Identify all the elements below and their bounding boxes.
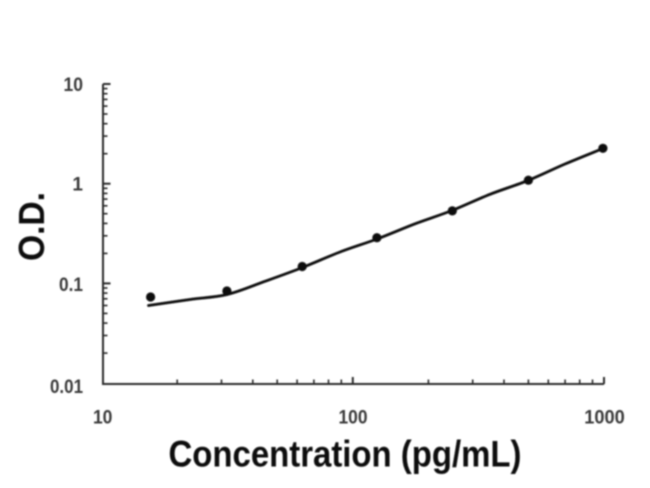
svg-text:Concentration (pg/mL): Concentration (pg/mL) xyxy=(169,434,522,475)
svg-text:0.1: 0.1 xyxy=(59,275,83,296)
svg-text:100: 100 xyxy=(339,407,368,428)
svg-text:O.D.: O.D. xyxy=(11,192,52,261)
svg-text:0.01: 0.01 xyxy=(50,377,83,398)
svg-text:1000: 1000 xyxy=(584,407,625,428)
svg-text:10: 10 xyxy=(93,407,113,428)
svg-text:10: 10 xyxy=(64,75,84,96)
svg-text:1: 1 xyxy=(72,174,83,195)
